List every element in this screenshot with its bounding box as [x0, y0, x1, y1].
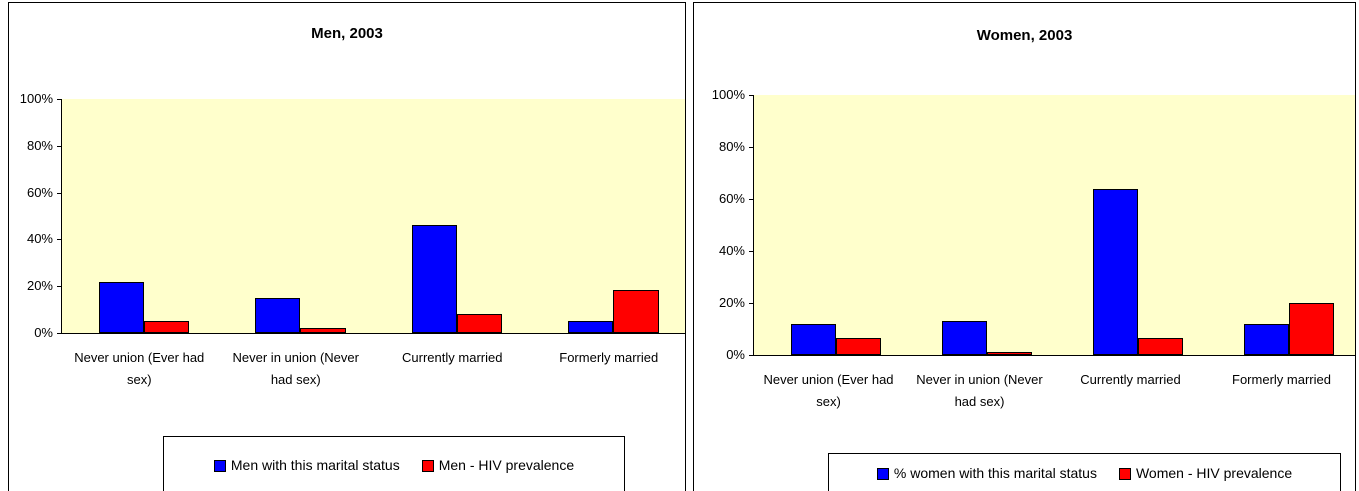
bar — [790, 323, 837, 355]
bar — [1092, 188, 1139, 355]
y-tick-mark — [57, 192, 61, 194]
bar — [613, 289, 659, 333]
y-tick-mark — [57, 286, 61, 288]
y-tick-label: 60% — [718, 191, 745, 206]
bar — [941, 321, 988, 355]
chart-title: Women, 2003 — [976, 27, 1073, 44]
x-tick-label: Currently married — [402, 350, 503, 365]
legend: % women with this marital status Women - … — [828, 453, 1341, 491]
bar — [1138, 338, 1184, 355]
bar — [255, 297, 301, 333]
y-tick-mark — [57, 99, 61, 100]
legend-swatch — [876, 468, 889, 481]
y-tick-mark — [57, 239, 61, 241]
y-tick-label: 60% — [26, 184, 53, 200]
y-axis — [753, 95, 754, 355]
legend-item: % women with this marital status — [876, 465, 1097, 481]
x-tick-label: Never union (Ever had sex) — [74, 350, 205, 387]
y-tick-label: 0% — [726, 347, 745, 362]
x-tick-label: Never in union (Never had sex) — [232, 350, 359, 387]
y-tick-label: 80% — [26, 137, 53, 153]
plot-area — [753, 95, 1355, 355]
y-tick-label: 80% — [718, 139, 745, 154]
x-axis — [61, 333, 685, 334]
chart-title: Men, 2003 — [311, 25, 383, 42]
bar — [987, 352, 1033, 355]
y-tick-mark — [57, 145, 61, 147]
legend-label: Women - HIV prevalence — [1135, 465, 1293, 481]
y-tick-label: 100% — [19, 91, 53, 106]
y-tick-mark — [749, 147, 753, 148]
y-tick-mark — [749, 95, 753, 96]
x-axis — [753, 355, 1355, 356]
y-tick-mark — [749, 355, 753, 356]
legend-swatch — [421, 460, 434, 473]
legend-item: Men - HIV prevalence — [421, 457, 575, 473]
legend-swatch — [213, 460, 226, 473]
y-tick-label: 100% — [711, 87, 745, 102]
legend: Men with this marital status Men - HIV pr… — [163, 436, 625, 491]
y-tick-mark — [749, 303, 753, 304]
legend-label: Men - HIV prevalence — [438, 457, 575, 473]
legend-label: % women with this marital status — [893, 465, 1097, 481]
legend-item: Men with this marital status — [213, 457, 400, 473]
y-tick-label: 20% — [718, 295, 745, 310]
bar — [1243, 323, 1290, 355]
x-tick-label: Formerly married — [1232, 372, 1331, 387]
bar — [300, 328, 346, 333]
y-tick-label: 40% — [718, 243, 745, 258]
bar — [143, 321, 190, 333]
bar — [98, 281, 144, 333]
chart-panel: Men, 2003 0% 20% 40% 60% 80% 100% Never union (… — [8, 2, 686, 491]
bar — [836, 338, 882, 355]
y-tick-label: 20% — [26, 278, 53, 294]
legend-swatch — [1118, 468, 1131, 481]
x-tick-label: Never union (Ever had sex) — [763, 372, 894, 409]
bar — [456, 314, 503, 333]
bar — [568, 321, 614, 333]
y-axis — [61, 99, 62, 333]
y-tick-label: 0% — [34, 325, 53, 340]
x-tick-label: Never in union (Never had sex) — [916, 372, 1043, 409]
y-tick-mark — [57, 333, 61, 334]
x-tick-label: Currently married — [1080, 372, 1181, 387]
y-tick-label: 40% — [26, 231, 53, 247]
bar — [411, 225, 457, 333]
bar — [1289, 303, 1335, 355]
plot-area — [61, 99, 685, 333]
legend-item: Women - HIV prevalence — [1118, 465, 1293, 481]
y-tick-mark — [749, 251, 753, 252]
legend-label: Men with this marital status — [230, 457, 400, 473]
chart-panel: Women, 2003 0% 20% 40% 60% 80% 100% Never union… — [693, 2, 1356, 491]
y-tick-mark — [749, 199, 753, 200]
x-tick-label: Formerly married — [559, 350, 659, 365]
